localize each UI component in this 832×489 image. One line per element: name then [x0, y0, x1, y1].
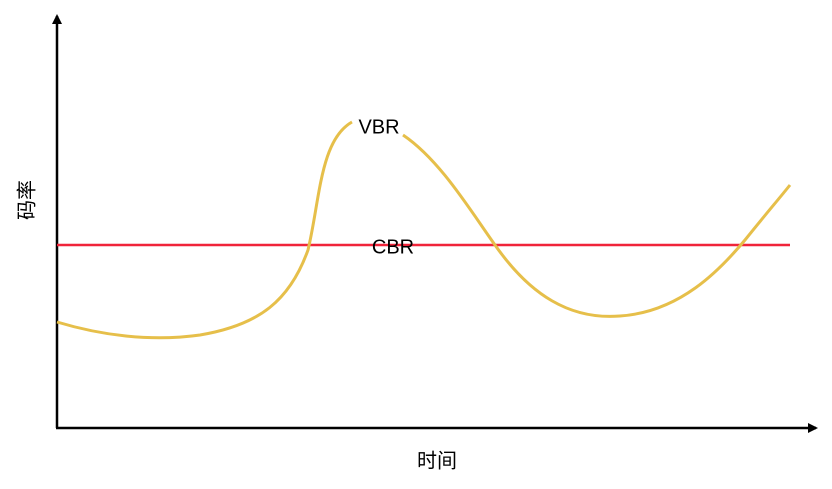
vbr-label: VBR — [358, 116, 399, 138]
vbr-curve — [56, 120, 353, 340]
vbr-curve — [402, 133, 792, 318]
x-axis-label: 时间 — [417, 449, 457, 472]
y-axis-label: 码率 — [15, 180, 38, 220]
cbr-label: CBR — [372, 236, 414, 258]
